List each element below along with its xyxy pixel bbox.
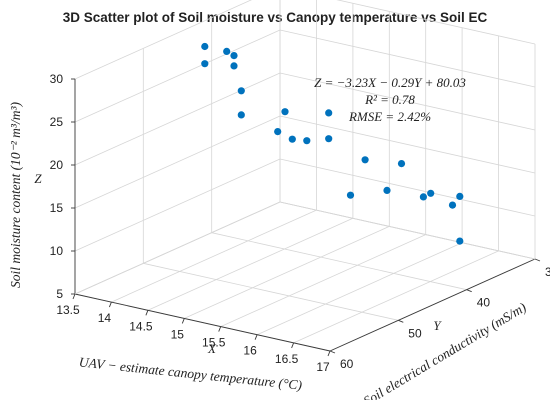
r-squared-label: R² = 0.78: [364, 92, 415, 107]
data-point: [237, 87, 245, 95]
side-wall-grid-line: [74, 29, 281, 123]
regression-equation: Z = −3.23X − 0.29Y + 80.03: [314, 75, 466, 90]
floor-grid-line: [147, 217, 354, 311]
z-axis-letter: Z: [34, 171, 42, 186]
data-point: [230, 52, 238, 60]
back-wall-grid-line: [279, 72, 536, 131]
x-tick-mark: [181, 318, 185, 324]
x-axis-label: UAV − estimate canopy temperature (°C): [78, 354, 303, 392]
y-tick-mark: [398, 319, 404, 323]
data-point: [303, 137, 311, 145]
data-point: [237, 111, 245, 119]
axes-frame: [74, 79, 536, 352]
data-point: [456, 237, 464, 245]
floor-grid-line: [111, 209, 317, 303]
x-axis-letter: X: [207, 341, 217, 356]
data-point: [325, 135, 333, 143]
z-tick-label: 25: [50, 115, 64, 129]
data-point: [427, 189, 435, 197]
x-axis-line: [74, 293, 331, 352]
data-point: [288, 135, 296, 143]
z-tick-label: 15: [50, 201, 64, 215]
data-point: [361, 156, 369, 164]
y-tick-label: 50: [408, 326, 422, 340]
z-axis-label: Soil moisture content (10⁻² m³/m³): [8, 102, 23, 288]
floor-grid-line: [293, 250, 499, 344]
y-tick-mark: [329, 350, 336, 354]
side-wall-grid-line: [74, 72, 281, 166]
data-point: [397, 160, 406, 168]
floor-edge-line: [74, 201, 281, 295]
data-point: [201, 42, 209, 51]
y-axis-letter: Y: [433, 318, 442, 333]
x-tick-label: 15.5: [202, 336, 226, 350]
data-point: [383, 186, 391, 194]
z-tick-label: 5: [56, 287, 63, 301]
y-tick-mark: [534, 258, 541, 262]
z-tick-label: 20: [50, 158, 64, 172]
data-point: [274, 128, 282, 136]
data-point: [201, 60, 209, 68]
back-wall-grid-line: [336, 0, 536, 45]
side-wall-grid-line: [74, 115, 281, 209]
tick-labels: 13.5 14 14.5 15 15.5 16 16.5 17 30 40 50 60 5 10 15 20 2…: [50, 72, 550, 374]
x-tick-label: 13.5: [56, 303, 80, 317]
side-wall-grid-line: [74, 0, 253, 80]
x-tick-mark: [145, 310, 149, 316]
side-wall-grid-line: [74, 158, 281, 252]
data-point: [230, 62, 238, 70]
x-tick-label: 14.5: [129, 319, 153, 333]
x-tick-label: 15: [171, 327, 185, 341]
x-tick-mark: [254, 334, 258, 340]
y-tick-label: 60: [340, 357, 354, 371]
grid-layer: [74, 0, 536, 352]
x-tick-label: 16: [243, 344, 257, 358]
floor-edge-line: [279, 201, 536, 260]
data-point: [448, 201, 457, 209]
y-tick-label: 30: [545, 265, 550, 279]
x-tick-mark: [291, 342, 295, 349]
x-tick-label: 14: [98, 311, 112, 325]
back-wall-grid-line: [279, 115, 536, 174]
x-tick-mark: [108, 301, 112, 308]
back-wall-grid-line: [279, 158, 536, 217]
chart-title: 3D Scatter plot of Soil moisture vs Cano…: [63, 10, 488, 25]
y-tick-mark: [466, 289, 472, 293]
back-wall-grid-line: [279, 29, 536, 88]
data-point: [325, 109, 333, 117]
y-axis-line: [329, 258, 536, 352]
data-point: [346, 191, 355, 199]
floor-grid-line: [256, 242, 463, 336]
x-tick-mark: [218, 326, 222, 332]
x-tick-mark: [327, 350, 331, 357]
rmse-label: RMSE = 2.42%: [348, 109, 431, 124]
data-point: [456, 192, 464, 200]
y-tick-label: 40: [477, 296, 491, 310]
floor-grid-line: [143, 262, 399, 321]
floor-grid-line: [211, 232, 467, 291]
data-point: [419, 193, 427, 201]
z-tick-label: 30: [50, 72, 64, 86]
floor-grid-line: [184, 226, 390, 319]
data-points: [201, 42, 464, 245]
floor-grid-line: [220, 234, 426, 327]
data-point: [281, 108, 289, 116]
y-axis-label: Soil electrical conductivity (mS/m): [361, 299, 530, 400]
z-tick-label: 10: [50, 244, 64, 258]
data-point: [223, 47, 231, 56]
x-tick-label: 16.5: [275, 352, 299, 366]
x-tick-label: 17: [316, 360, 330, 374]
x-tick-mark: [72, 293, 76, 300]
